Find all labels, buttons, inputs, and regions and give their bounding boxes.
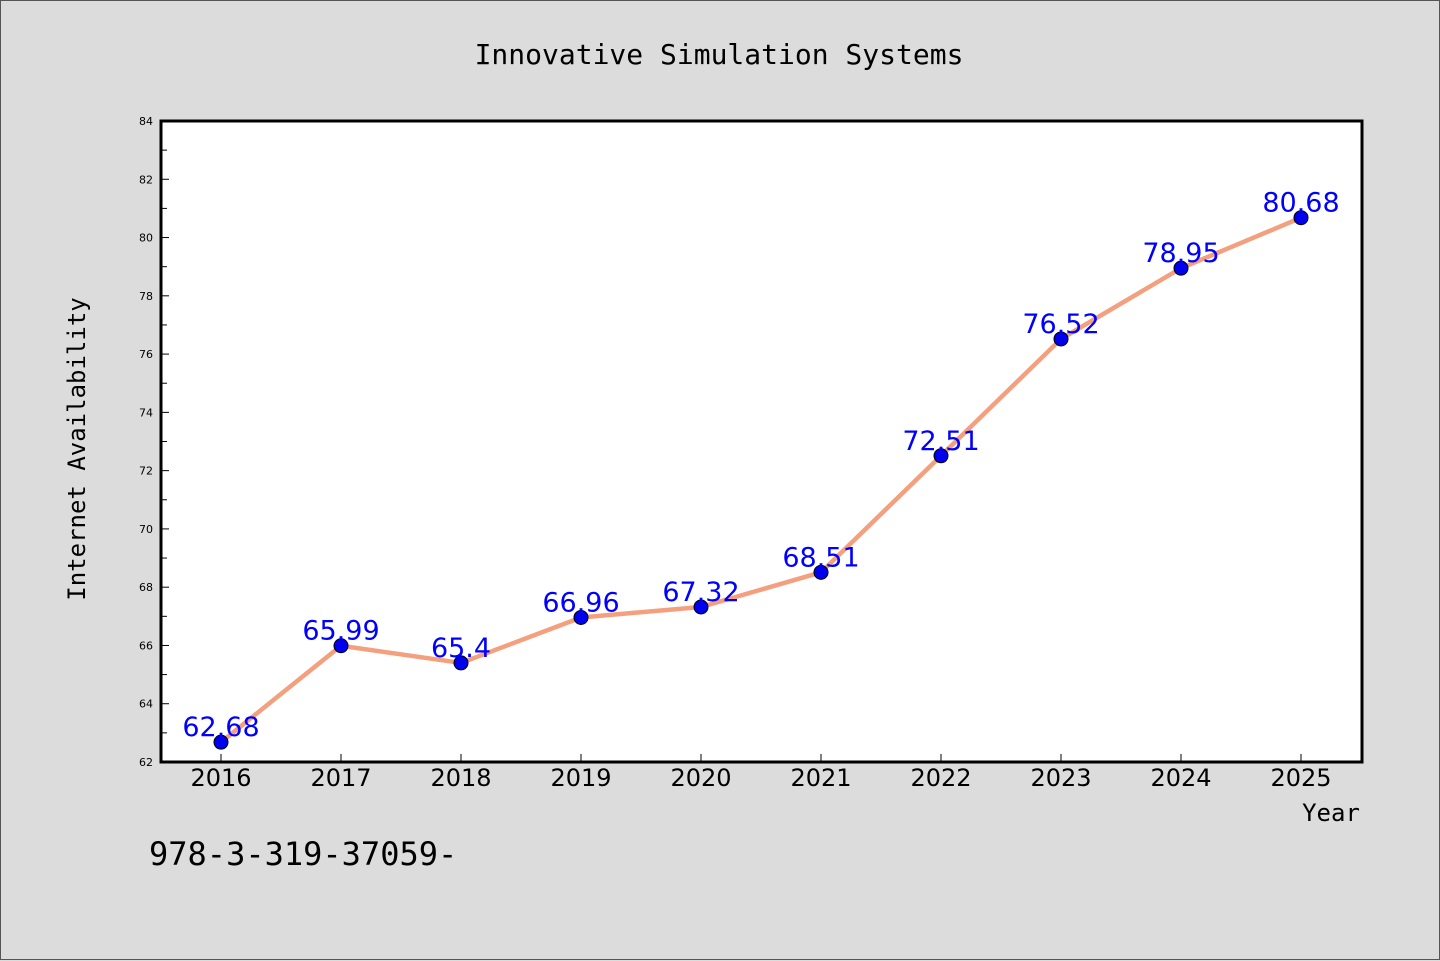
x-tick-label: 2023 [1030,764,1091,792]
y-tick-label: 72 [139,465,153,478]
x-tick-label: 2017 [310,764,371,792]
y-tick-label: 68 [139,581,153,594]
x-tick-label: 2019 [550,764,611,792]
data-point [213,734,229,750]
data-label: 65.99 [302,616,379,647]
x-tick-label: 2024 [1150,764,1211,792]
y-tick-label: 66 [139,639,153,652]
data-point [333,638,349,654]
y-tick-label: 64 [139,698,153,711]
data-label: 67.32 [662,577,739,608]
data-point [1053,331,1069,347]
data-point [933,448,949,464]
data-label: 80.68 [1262,188,1339,219]
plot-area [159,119,1364,764]
y-tick-label: 78 [139,290,153,303]
data-label: 66.96 [542,587,619,618]
data-point [1173,260,1189,276]
x-axis: 2016 2017 2018 2019 2020 2021 2022 2023 2024 2025 [190,754,1332,792]
data-label: 78.95 [1142,238,1219,269]
data-label: 65.4 [431,633,491,664]
y-axis: 62 64 66 68 70 72 74 76 78 80 82 84 [139,115,169,769]
data-point [453,655,469,671]
chart-title: Innovative Simulation Systems [475,38,964,71]
data-markers [213,210,1309,750]
y-tick-label: 82 [139,173,153,186]
y-tick-label: 84 [139,115,153,128]
x-axis-label: Year [1302,799,1360,827]
data-point [1293,210,1309,226]
x-tick-label: 2016 [190,764,251,792]
y-tick-label: 62 [139,756,153,769]
y-tick-label: 80 [139,232,153,245]
footnote: 978-3-319-37059- [149,835,457,873]
x-tick-label: 2025 [1270,764,1331,792]
data-label: 62.68 [182,712,259,743]
data-point [813,564,829,580]
y-tick-label: 76 [139,348,153,361]
data-labels: 62.68 65.99 65.4 66.96 67.32 68.51 72.51 76.52 7… [182,188,1339,743]
data-label: 72.51 [902,426,979,457]
data-label: 76.52 [1022,309,1099,340]
series-line [219,215,1302,744]
x-tick-label: 2018 [430,764,491,792]
data-point [573,609,589,625]
data-label: 68.51 [782,542,859,573]
y-axis-label: Internet Availability [63,297,91,600]
x-tick-label: 2020 [670,764,731,792]
x-tick-label: 2022 [910,764,971,792]
y-tick-label: 74 [139,406,153,419]
data-point [693,599,709,615]
x-tick-label: 2021 [790,764,851,792]
y-tick-label: 70 [139,523,153,536]
